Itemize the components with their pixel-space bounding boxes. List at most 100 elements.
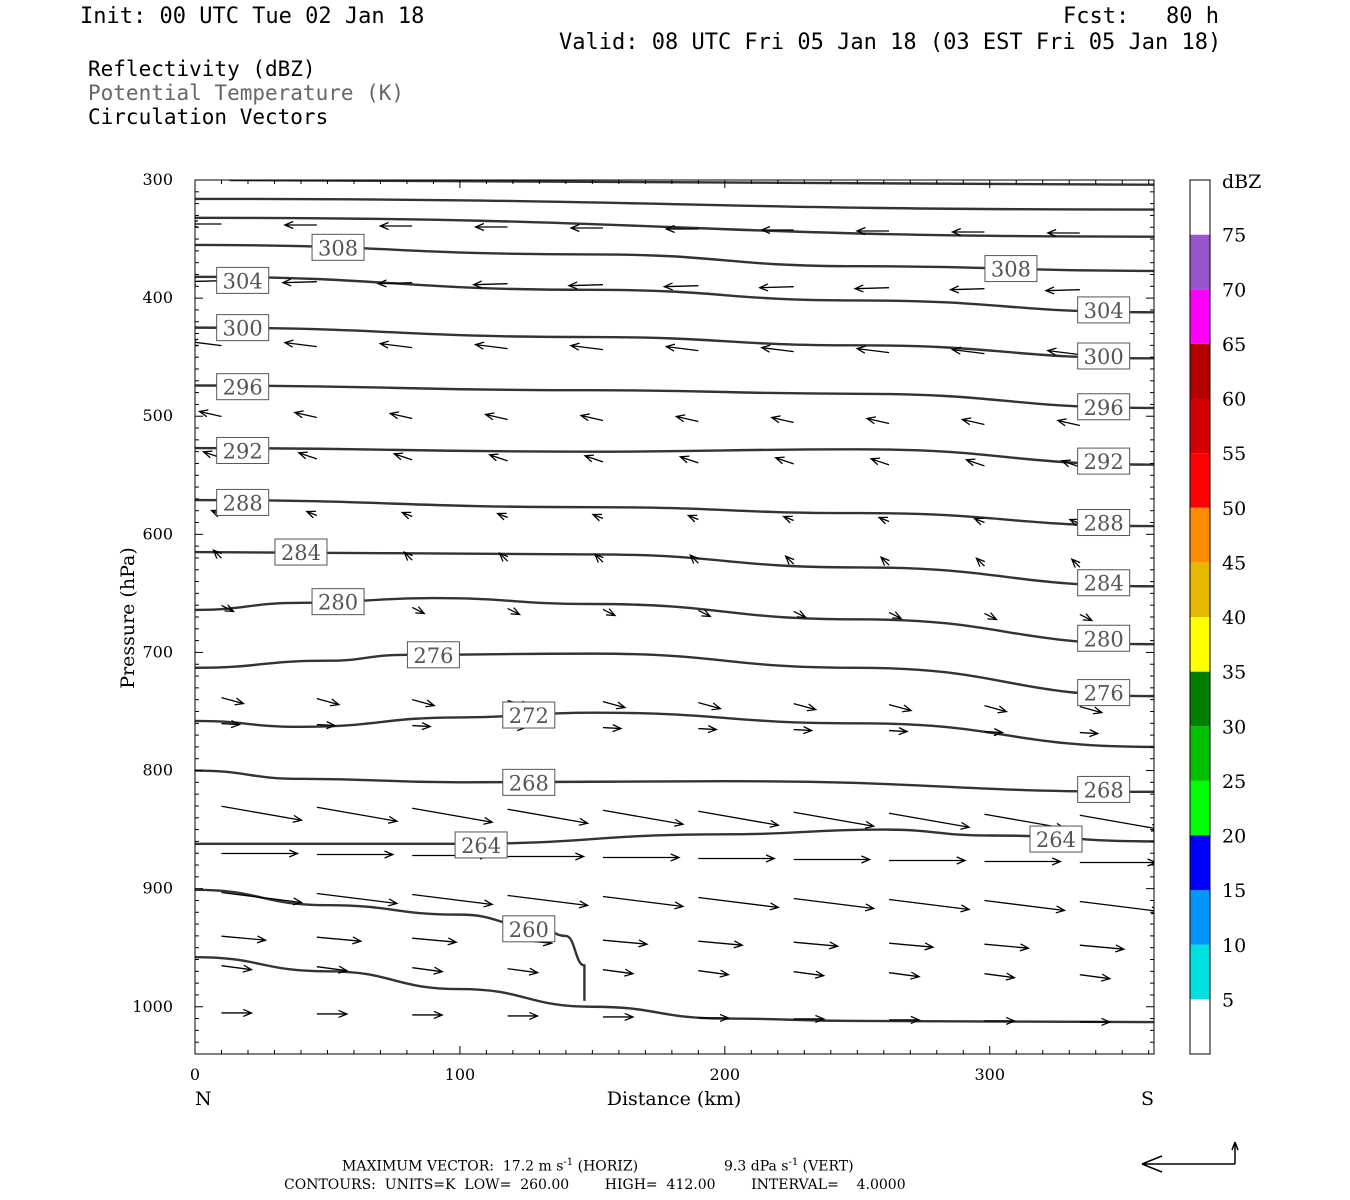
colorbar-label: 55 [1222, 443, 1246, 465]
circulation-vector-arrow [221, 935, 268, 944]
colorbar-segment [1190, 234, 1210, 290]
x-axis-south: S [1141, 1088, 1154, 1110]
circulation-vector-arrow [889, 942, 935, 951]
circulation-vector-arrow [316, 892, 399, 907]
isentrope-label-box [311, 233, 365, 261]
colorbar-segment [1190, 507, 1210, 563]
isentrope-label-box [1077, 447, 1131, 475]
circulation-vector-arrow [879, 556, 890, 566]
circulation-vector-arrow [770, 415, 794, 424]
circulation-vector-arrow [984, 943, 1031, 952]
circulation-vector-arrow [488, 453, 508, 462]
colorbar-segment [1190, 726, 1210, 781]
init-time: Init: 00 UTC Tue 02 Jan 18 [80, 4, 425, 29]
circulation-vector-arrow [1079, 613, 1094, 622]
circulation-vector-arrow [888, 971, 921, 980]
circulation-vector-arrow [283, 220, 317, 230]
colorbar-segment [1190, 562, 1210, 617]
colorbar-segment [1190, 180, 1210, 235]
circulation-vector-arrow [698, 940, 745, 949]
circulation-vector-arrow [412, 966, 444, 975]
forecast-label: Fcst: [1063, 4, 1130, 29]
y-tick-label: 500 [142, 406, 173, 425]
circulation-vector-arrow [316, 721, 337, 730]
circulation-vector-arrow [403, 551, 413, 561]
circulation-vector-arrow [221, 1008, 254, 1018]
isentrope-label: 288 [1084, 512, 1124, 536]
circulation-vector-arrow [569, 223, 603, 233]
isentrope-line [195, 888, 586, 1001]
circulation-vector-arrow [698, 810, 780, 828]
circulation-vector-arrow [496, 512, 508, 521]
isentrope-label-box [216, 266, 270, 294]
isentrope-label: 300 [223, 317, 263, 341]
max-vector-horiz-exp: -1 [563, 1157, 574, 1168]
circulation-vector-arrow [877, 516, 890, 525]
colorbar-segment [1190, 343, 1210, 399]
circulation-vector-arrow [793, 702, 818, 712]
isentrope-label-box [1077, 296, 1131, 324]
colorbar-label: 20 [1222, 826, 1246, 848]
isentrope-label-box [1077, 775, 1131, 803]
isentrope-label: 260 [509, 918, 549, 942]
circulation-vector-arrow [1079, 858, 1154, 867]
circulation-vector-arrow [984, 612, 998, 621]
circulation-vector-arrow [1044, 286, 1080, 295]
circulation-vector-arrow [602, 1012, 635, 1022]
isentrope-line [195, 216, 1154, 238]
colorbar-label: 75 [1222, 225, 1246, 247]
colorbar-segment [1190, 453, 1210, 508]
isentrope-line [195, 955, 1154, 1024]
colorbar-label: 35 [1222, 662, 1246, 684]
circulation-vector-arrow [889, 856, 967, 865]
circulation-vector-arrow [869, 457, 890, 466]
isentrope-line [229, 180, 1154, 186]
circulation-vector-arrow [316, 697, 341, 707]
circulation-vector-arrow [412, 698, 436, 708]
circulation-vector-arrow [889, 727, 909, 736]
isentrope-label: 268 [1084, 778, 1124, 802]
circulation-vector-arrow [316, 850, 395, 859]
circulation-vector-arrow [221, 849, 300, 858]
isentrope-label: 276 [413, 644, 453, 668]
colorbar-frame [1189, 179, 1211, 1055]
isentrope-label: 308 [318, 236, 358, 260]
colorbar-segment [1190, 944, 1210, 1000]
circulation-vector-arrow [984, 1016, 1017, 1026]
circulation-vector-arrow [1079, 814, 1154, 832]
circulation-vector-arrow [473, 341, 508, 350]
circulation-vector-arrow [498, 552, 509, 562]
isentrope-label: 304 [1084, 299, 1124, 323]
circulation-vector-arrow [471, 280, 508, 289]
circulation-vector-arrow [662, 282, 699, 291]
circulation-vector-arrow [507, 967, 540, 976]
isentrope-label-box [454, 831, 508, 859]
circulation-vector-arrow [689, 554, 699, 564]
circulation-vector-arrow [283, 339, 317, 348]
field-potential-temperature: Potential Temperature (K) [88, 81, 405, 105]
isentrope-line [195, 275, 1154, 314]
max-vector-line: MAXIMUM VECTOR: 17.2 m s-1 (HORIZ) 9.3 dP… [342, 1157, 854, 1175]
circulation-vector-arrow [793, 726, 814, 735]
circulation-vector-arrow [378, 340, 413, 349]
circulation-vector-arrow [221, 720, 242, 729]
colorbar-segment [1190, 617, 1210, 672]
isentrope-line [195, 326, 1154, 360]
circulation-vector-arrow [889, 1015, 921, 1025]
forecast-hour: 80 h [1166, 4, 1219, 29]
circulation-vector-arrow [793, 897, 876, 912]
circulation-vector-arrow [855, 226, 890, 236]
circulation-vector-arrow [865, 416, 890, 425]
circulation-vector-arrow [400, 511, 413, 520]
circulation-vector-arrow [305, 510, 318, 519]
isentrope-label: 284 [1084, 572, 1124, 596]
circulation-vector-arrow [293, 410, 318, 419]
circulation-vector-arrow [793, 941, 840, 950]
colorbar-label: 65 [1222, 334, 1246, 356]
circulation-vector-arrow [1070, 558, 1081, 568]
colorbar-label: 60 [1222, 389, 1246, 411]
circulation-vector-arrow [698, 609, 712, 618]
isentrope-label: 268 [509, 771, 549, 795]
circulation-vector-arrow [760, 225, 794, 235]
isentrope-label: 296 [1084, 396, 1124, 420]
